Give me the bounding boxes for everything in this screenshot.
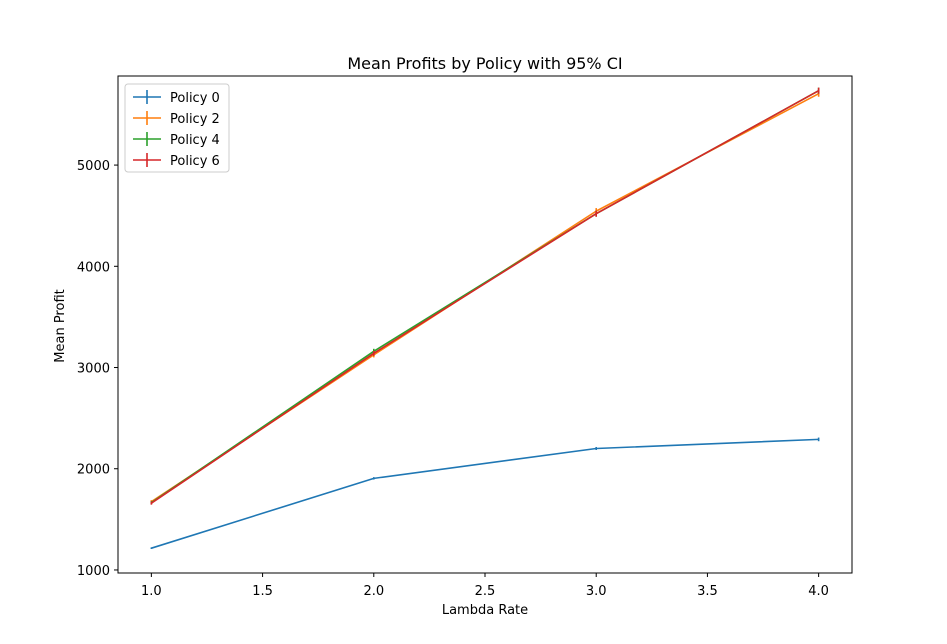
legend-label: Policy 2 [170, 112, 220, 127]
y-tick-label: 5000 [77, 159, 110, 174]
legend-item: Policy 0 [133, 90, 220, 106]
series-line [150, 89, 820, 504]
series-policy-0 [150, 437, 820, 550]
legend-item: Policy 4 [133, 132, 220, 148]
series-policy-6 [150, 87, 820, 505]
legend-box [124, 83, 230, 173]
x-tick-label: 2.5 [475, 584, 496, 599]
legend-item: Policy 6 [133, 153, 220, 169]
x-axis-label: Lambda Rate [442, 603, 528, 618]
legend-item: Policy 2 [133, 111, 220, 127]
y-tick-label: 2000 [77, 463, 110, 478]
series-line [151, 438, 819, 549]
x-tick-label: 3.5 [697, 584, 718, 599]
legend-label: Policy 6 [170, 154, 220, 169]
y-axis-label: Mean Profit [53, 289, 68, 362]
x-tick-label: 1.5 [252, 584, 273, 599]
legend: Policy 0 Policy 2 Policy 4 Policy 6 [124, 83, 230, 173]
x-tick-label: 4.0 [808, 584, 829, 599]
y-tick-label: 4000 [77, 260, 110, 275]
legend-label: Policy 0 [170, 91, 220, 106]
plot-area: 1.0 1.5 2.0 2.5 3.0 3.5 4.0 1000 2000 3000 4000 500… [77, 75, 853, 599]
y-tick-label: 1000 [77, 564, 110, 579]
chart-title: Mean Profits by Policy with 95% CI [347, 54, 622, 73]
y-tick-label: 3000 [77, 362, 110, 377]
x-tick-label: 1.0 [141, 584, 162, 599]
x-tick-label: 3.0 [586, 584, 607, 599]
x-tick-label: 2.0 [363, 584, 384, 599]
legend-label: Policy 4 [170, 133, 220, 148]
